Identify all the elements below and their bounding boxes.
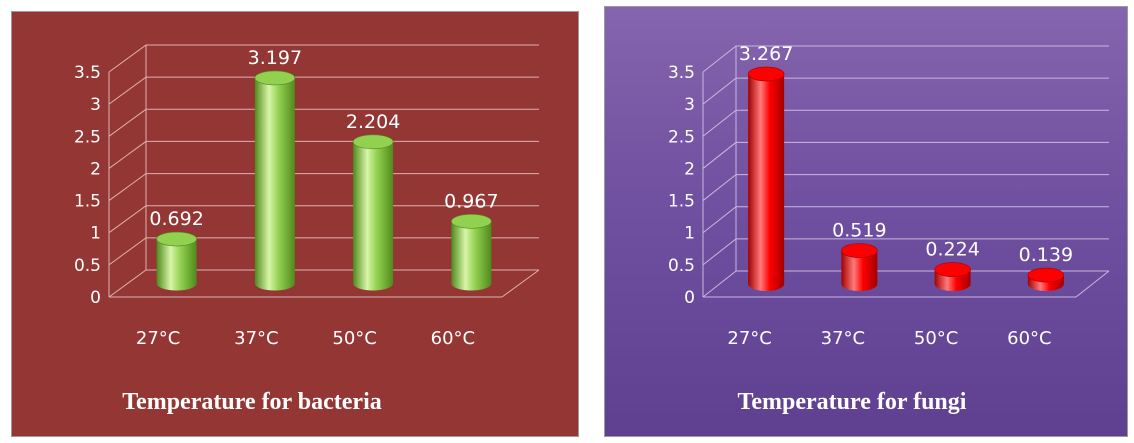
bar-top — [156, 231, 197, 247]
floor-right-edge — [501, 269, 540, 298]
bar-27C — [747, 66, 785, 291]
bar-37C — [254, 70, 296, 291]
gridline — [108, 173, 539, 201]
x-category-label: 27°C — [136, 328, 180, 349]
y-tick-label: 3 — [684, 95, 695, 115]
bacteria-chart-panel: 0 0.5 1 1.5 2 2.5 3 3.5 0.692 27°C 3.197 37°C 2.204 5… — [11, 11, 579, 437]
y-tick-label: 3 — [90, 95, 101, 115]
bar-60C — [451, 214, 492, 291]
fungi-chart-panel: 0 0.5 1 1.5 2 2.5 3 3.5 3.267 27°C 0.519 37°C 0.224 5… — [604, 6, 1128, 437]
bar-top — [841, 243, 878, 258]
y-tick-label: 0.5 — [74, 256, 101, 276]
x-category-label: 50°C — [914, 328, 958, 349]
bar-body — [156, 239, 197, 291]
data-label: 0.224 — [925, 239, 979, 261]
x-category-label: 37°C — [234, 328, 278, 349]
bar-top — [254, 70, 296, 86]
x-category-label: 50°C — [332, 328, 376, 349]
data-label: 0.139 — [1019, 244, 1073, 266]
bars — [156, 70, 492, 291]
gridline — [108, 140, 539, 169]
y-tick-label: 0.5 — [668, 256, 695, 276]
bars — [747, 66, 1065, 291]
x-category-label: 60°C — [1007, 328, 1051, 349]
gridline — [108, 237, 539, 266]
bar-body — [451, 221, 492, 291]
data-label: 0.692 — [149, 208, 203, 230]
gridline — [702, 270, 1109, 298]
gridline — [702, 109, 1109, 137]
data-label: 3.197 — [248, 47, 302, 69]
y-tick-label: 2.5 — [668, 127, 695, 147]
data-label: 2.204 — [346, 111, 400, 133]
x-category-label: 37°C — [821, 328, 865, 349]
gridline — [108, 205, 539, 234]
y-tick-label: 0 — [90, 288, 101, 308]
bar-top — [352, 134, 394, 150]
y-tick-label: 2.5 — [74, 127, 101, 147]
chart-title: Temperature for fungi — [738, 389, 967, 415]
bar-27C — [156, 231, 197, 291]
bar-top — [1027, 267, 1065, 283]
gridline — [702, 206, 1109, 234]
y-tick-label: 0 — [684, 288, 695, 308]
gridline — [108, 44, 539, 73]
y-tick-label: 3.5 — [74, 63, 101, 83]
gridline — [108, 269, 539, 298]
y-tick-label: 3.5 — [668, 63, 695, 83]
gridline — [702, 77, 1109, 105]
bar-60C — [1027, 267, 1065, 291]
data-label: 3.267 — [739, 43, 793, 65]
gridline — [108, 108, 539, 137]
bar-top — [934, 262, 971, 277]
bacteria-chart-svg: 0 0.5 1 1.5 2 2.5 3 3.5 0.692 27°C 3.197 37°C 2.204 5… — [74, 44, 540, 415]
bar-37C — [841, 243, 878, 291]
y-tick-label: 2 — [90, 159, 101, 179]
gridlines — [702, 45, 1109, 298]
floor-right-edge — [1075, 270, 1110, 298]
x-category-label: 27°C — [727, 328, 771, 349]
y-tick-label: 1 — [90, 224, 101, 244]
y-tick-label: 1 — [684, 224, 695, 244]
fungi-chart-svg: 0 0.5 1 1.5 2 2.5 3 3.5 3.267 27°C 0.519 37°C 0.224 5… — [668, 43, 1110, 415]
gridline — [702, 45, 1109, 73]
gridline — [702, 141, 1109, 169]
bar-body — [841, 250, 878, 291]
gridlines — [108, 44, 539, 298]
x-category-label: 60°C — [431, 328, 475, 349]
bar-top — [451, 214, 492, 229]
y-tick-label: 1.5 — [74, 192, 101, 212]
bar-top — [747, 66, 785, 82]
gridline — [702, 238, 1109, 266]
data-label: 0.967 — [444, 190, 498, 212]
bar-body — [254, 77, 295, 291]
bar-50C — [934, 262, 971, 291]
data-label: 0.519 — [832, 220, 886, 242]
bar-50C — [352, 134, 394, 291]
gridline — [108, 76, 539, 105]
y-tick-label: 1.5 — [668, 192, 695, 212]
gridline — [702, 174, 1109, 201]
bar-body — [353, 141, 394, 291]
y-tick-label: 2 — [684, 159, 695, 179]
chart-title: Temperature for bacteria — [122, 389, 382, 415]
bar-body — [748, 73, 785, 291]
